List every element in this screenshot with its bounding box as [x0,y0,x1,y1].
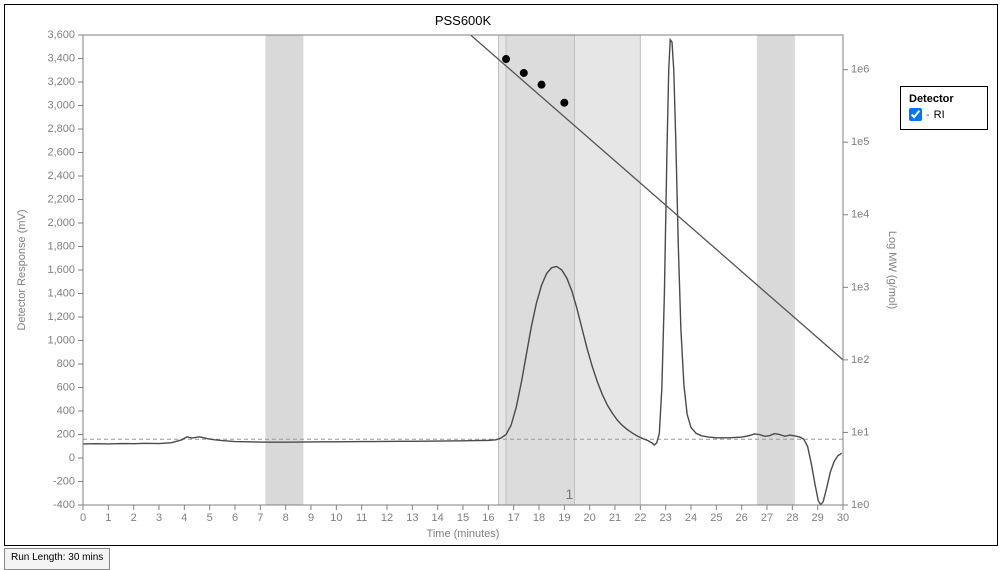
svg-text:PSS600K: PSS600K [435,13,492,28]
svg-text:15: 15 [457,512,469,524]
legend-checkbox-ri[interactable] [909,108,922,121]
svg-text:29: 29 [812,512,824,524]
svg-text:1e1: 1e1 [851,426,869,438]
svg-text:800: 800 [57,358,75,370]
detector-legend: Detector - RI [900,86,988,130]
svg-text:2,800: 2,800 [47,123,75,135]
svg-text:1e3: 1e3 [851,281,869,293]
svg-text:19: 19 [558,512,570,524]
svg-text:1,000: 1,000 [47,335,75,347]
svg-text:Detector Response (mV): Detector Response (mV) [16,209,28,330]
svg-text:1,600: 1,600 [47,264,75,276]
svg-text:11: 11 [356,512,367,524]
svg-text:1e4: 1e4 [851,209,869,221]
svg-text:400: 400 [57,405,75,417]
svg-text:18: 18 [533,512,545,524]
status-bar: Run Length: 30 mins [4,548,110,570]
svg-text:27: 27 [761,512,773,524]
svg-text:1e0: 1e0 [851,499,869,511]
svg-text:14: 14 [432,512,444,524]
run-length-text: Run Length: 30 mins [11,552,103,563]
svg-text:30: 30 [837,512,849,524]
svg-text:1,400: 1,400 [47,288,75,300]
svg-text:0: 0 [69,452,75,464]
legend-dash-icon: - [926,109,930,121]
svg-text:1,200: 1,200 [47,311,75,323]
svg-text:Log MW (g/mol): Log MW (g/mol) [886,231,898,309]
svg-text:24: 24 [685,512,697,524]
svg-text:4: 4 [181,512,187,524]
svg-text:-400: -400 [53,499,75,511]
svg-text:20: 20 [584,512,596,524]
svg-text:2,000: 2,000 [47,217,75,229]
legend-item: - RI [909,108,979,121]
svg-text:7: 7 [257,512,263,524]
svg-text:3,600: 3,600 [47,29,75,41]
svg-text:2,600: 2,600 [47,147,75,159]
svg-text:3,200: 3,200 [47,76,75,88]
legend-item-label: RI [934,109,945,121]
svg-text:3,400: 3,400 [47,53,75,65]
svg-text:2,200: 2,200 [47,194,75,206]
svg-text:23: 23 [660,512,672,524]
svg-text:2: 2 [131,512,137,524]
svg-text:-200: -200 [53,476,75,488]
svg-text:3,000: 3,000 [47,100,75,112]
svg-text:1e6: 1e6 [851,64,869,76]
svg-text:25: 25 [710,512,722,524]
svg-text:28: 28 [786,512,798,524]
svg-text:16: 16 [482,512,494,524]
svg-text:1: 1 [105,512,111,524]
svg-text:5: 5 [207,512,213,524]
svg-text:1e2: 1e2 [851,354,869,366]
svg-text:600: 600 [57,382,75,394]
legend-title: Detector [909,93,979,105]
svg-text:2,400: 2,400 [47,170,75,182]
svg-text:3: 3 [156,512,162,524]
svg-text:26: 26 [736,512,748,524]
svg-text:1e5: 1e5 [851,136,869,148]
svg-text:0: 0 [80,512,86,524]
svg-text:13: 13 [406,512,418,524]
svg-text:10: 10 [330,512,342,524]
svg-text:1: 1 [566,486,574,502]
svg-text:200: 200 [57,429,75,441]
svg-text:22: 22 [634,512,646,524]
svg-text:1,800: 1,800 [47,241,75,253]
svg-text:17: 17 [508,512,520,524]
svg-text:Time (minutes): Time (minutes) [427,528,500,540]
svg-text:8: 8 [283,512,289,524]
chart-frame: 0123456789101112131415161718192021222324… [4,4,998,546]
svg-text:6: 6 [232,512,238,524]
svg-text:12: 12 [381,512,393,524]
svg-text:9: 9 [308,512,314,524]
chromatogram-chart: 0123456789101112131415161718192021222324… [5,5,997,545]
svg-text:21: 21 [609,512,621,524]
